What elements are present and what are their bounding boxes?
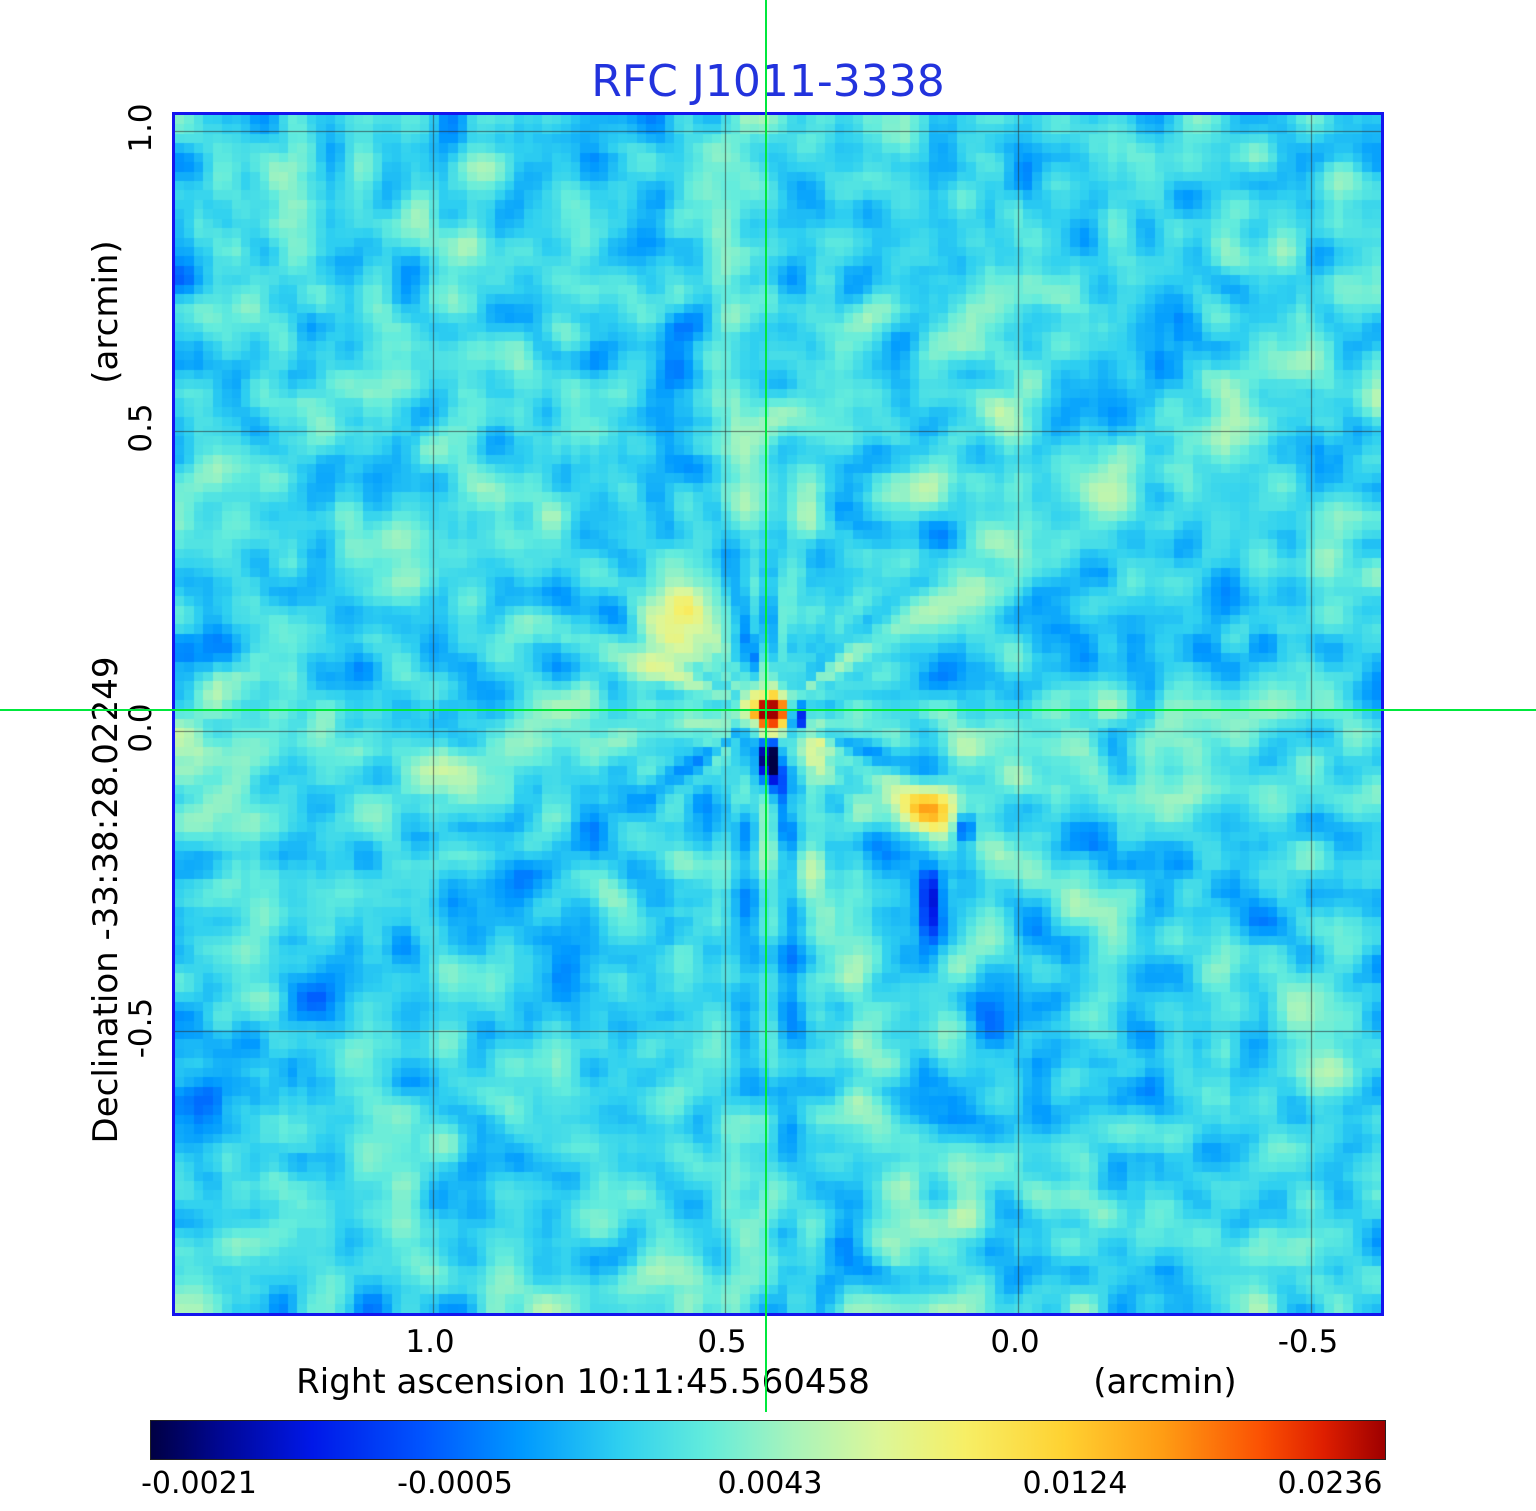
crosshair-vertical-line	[765, 0, 767, 1412]
colorbar-tick-label: 0.0236	[1277, 1466, 1383, 1501]
map-frame	[172, 112, 1384, 1316]
x-tick-label: 1.0	[405, 1324, 455, 1360]
page-title: RFC J1011-3338	[591, 56, 945, 107]
x-tick-label: 0.0	[990, 1324, 1040, 1360]
colorbar-tick-label: 0.0124	[1022, 1466, 1128, 1501]
y-tick-label: 0.5	[123, 403, 159, 453]
colorbar	[150, 1420, 1386, 1460]
colorbar-tick-label: 0.0043	[717, 1466, 823, 1501]
x-axis-label: Right ascension 10:11:45.560458	[296, 1362, 870, 1402]
x-tick-label: 0.5	[697, 1324, 747, 1360]
colorbar-gradient	[151, 1421, 1385, 1459]
colorbar-tick-label: -0.0005	[397, 1466, 513, 1501]
x-tick-label: -0.5	[1277, 1324, 1339, 1360]
sky-map-heatmap	[175, 115, 1381, 1313]
y-axis-unit-label: (arcmin)	[86, 240, 126, 384]
y-tick-label: 1.0	[123, 103, 159, 153]
colorbar-tick-label: -0.0021	[141, 1466, 257, 1501]
x-axis-unit-label: (arcmin)	[1093, 1362, 1237, 1402]
crosshair-horizontal-line	[0, 709, 1536, 711]
y-axis-label: Declination -33:38:28.02249	[86, 656, 126, 1144]
y-tick-label: -0.5	[123, 997, 159, 1059]
